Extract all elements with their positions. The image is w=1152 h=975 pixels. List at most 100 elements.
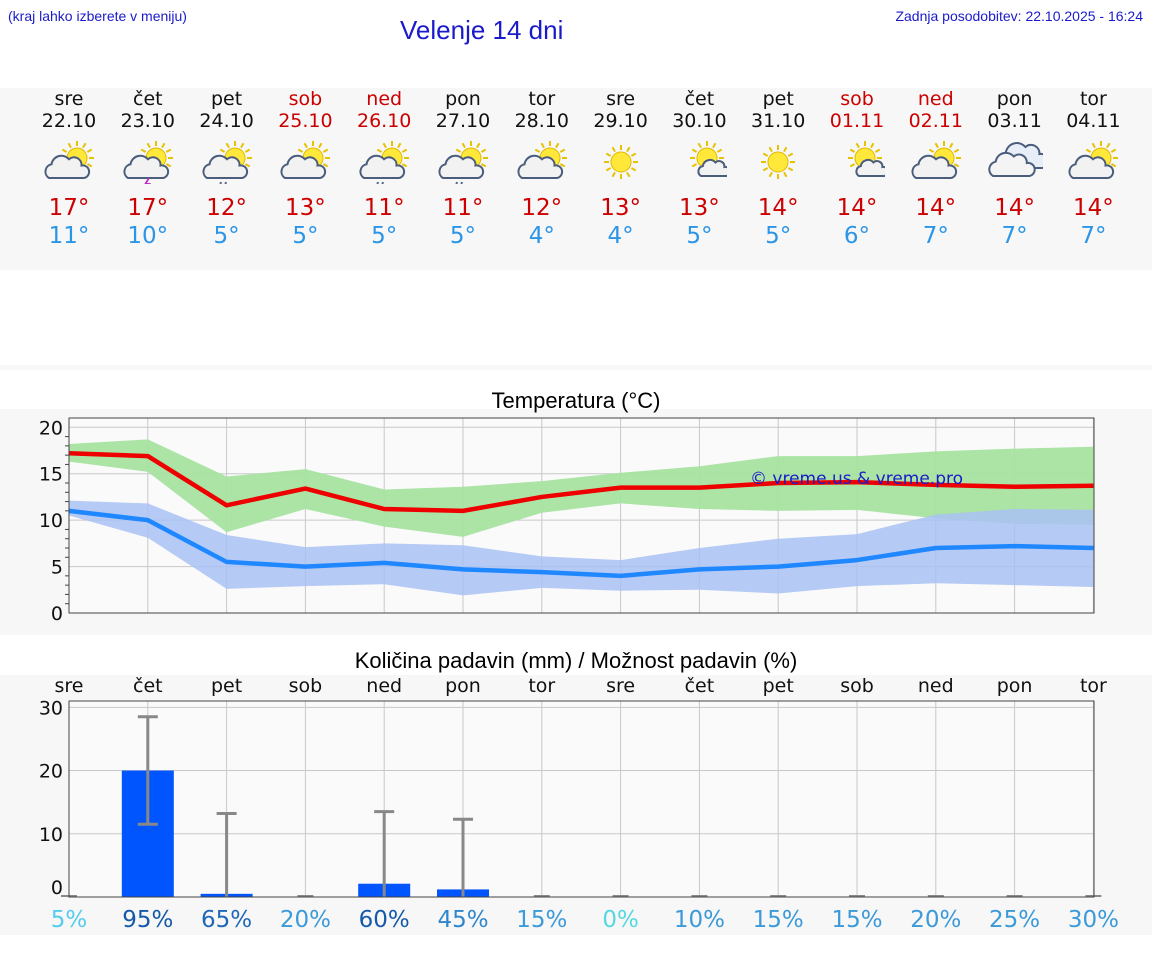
day-column: pon 03.11 14° 7° bbox=[975, 88, 1054, 250]
day-name: čet bbox=[133, 88, 163, 110]
day-label: pon bbox=[997, 675, 1033, 697]
day-date: 03.11 bbox=[987, 110, 1042, 132]
day-label: tor bbox=[1080, 675, 1107, 697]
min-temperature: 5° bbox=[213, 223, 240, 249]
day-name: čet bbox=[684, 88, 715, 110]
precipitation-probability: 15% bbox=[753, 907, 804, 933]
day-name: pet bbox=[762, 88, 794, 110]
divider bbox=[0, 365, 1152, 370]
max-temperature: 14° bbox=[915, 195, 957, 221]
min-temperature: 5° bbox=[765, 223, 792, 249]
min-temperature: 5° bbox=[371, 223, 398, 249]
precipitation-probability: 0% bbox=[602, 907, 639, 933]
day-date: 22.10 bbox=[41, 110, 97, 132]
day-column: tor 04.11 14° 7° bbox=[1054, 88, 1133, 250]
y-tick-label: 0 bbox=[51, 603, 63, 625]
day-label: čet bbox=[133, 675, 163, 697]
day-label: pon bbox=[445, 675, 481, 697]
min-temperature-line bbox=[68, 508, 1094, 579]
plot-area bbox=[69, 701, 1094, 897]
day-column: sre 29.10 13° 4° bbox=[581, 88, 660, 250]
day-date: 27.10 bbox=[435, 110, 491, 132]
max-temperature: 11° bbox=[442, 195, 484, 221]
y-tick-label: 0 bbox=[51, 877, 63, 899]
min-temperature: 10° bbox=[127, 223, 169, 249]
sun-icon bbox=[761, 145, 796, 179]
y-tick-label: 10 bbox=[39, 824, 63, 846]
precipitation-probability: 15% bbox=[831, 907, 882, 933]
temperature-chart: 0 5 10 15 20 © vreme.us & vreme.pro bbox=[39, 417, 1095, 625]
max-temperature: 13° bbox=[285, 195, 326, 221]
cloudy-icon bbox=[987, 142, 1043, 177]
day-label: ned bbox=[918, 675, 954, 697]
plot-frame bbox=[68, 700, 1095, 898]
max-temperature: 17° bbox=[48, 195, 90, 221]
rain-sun-icon bbox=[202, 141, 252, 184]
day-column: pet 24.10 12° 5° bbox=[187, 88, 266, 250]
partly-cloudy-sun-icon bbox=[517, 141, 567, 179]
day-name: sob bbox=[840, 88, 874, 110]
day-date: 26.10 bbox=[356, 110, 412, 132]
day-name: tor bbox=[1079, 88, 1107, 110]
max-temperature: 13° bbox=[600, 195, 641, 221]
precipitation-probability: 30% bbox=[1068, 907, 1119, 933]
daily-forecast: sre 22.10 17° 11° čet 23.10 17° 10° pet 24.10 12° 5… bbox=[0, 88, 1152, 270]
precipitation-chart: sre čet pet sob ned pon tor sre čet pet sob ned pon t… bbox=[39, 675, 1119, 933]
min-temperature: 5° bbox=[449, 223, 477, 249]
day-label: pet bbox=[763, 675, 794, 697]
max-temperature: 17° bbox=[127, 195, 169, 221]
min-temperature: 4° bbox=[607, 223, 634, 249]
day-label: tor bbox=[528, 675, 555, 697]
day-column: sob 01.11 14° 6° bbox=[818, 88, 897, 250]
max-temperature: 14° bbox=[836, 195, 878, 221]
precipitation-probability: 65% bbox=[201, 907, 252, 933]
day-label: ned bbox=[366, 675, 402, 697]
sun-small-cloud-icon bbox=[848, 141, 885, 177]
min-temperature: 5° bbox=[292, 223, 319, 249]
temperature-chart-title: Temperatura (°C) bbox=[491, 388, 661, 413]
partly-cloudy-sun-icon bbox=[280, 141, 331, 179]
day-column: čet 30.10 13° 5° bbox=[660, 88, 739, 250]
min-temperature: 4° bbox=[528, 223, 555, 249]
min-temperature: 11° bbox=[48, 223, 90, 249]
day-date: 28.10 bbox=[514, 110, 569, 132]
day-date: 24.10 bbox=[199, 110, 254, 132]
min-temperature: 5° bbox=[686, 223, 713, 249]
precipitation-probability: 10% bbox=[674, 907, 725, 933]
day-label: sre bbox=[606, 675, 635, 697]
precipitation-probability: 20% bbox=[280, 907, 331, 933]
partly-cloudy-sun-icon bbox=[911, 141, 961, 179]
day-column: čet 23.10 17° 10° bbox=[108, 88, 187, 250]
day-date: 23.10 bbox=[120, 110, 175, 132]
day-name: sre bbox=[606, 88, 636, 110]
partly-cloudy-sun-icon bbox=[1068, 141, 1119, 179]
y-tick-label: 20 bbox=[39, 417, 63, 439]
day-date: 04.11 bbox=[1066, 110, 1121, 132]
precipitation-probability: 5% bbox=[51, 907, 88, 933]
sun-icon bbox=[603, 145, 638, 179]
day-date: 25.10 bbox=[278, 110, 333, 132]
precipitation-probability: 20% bbox=[910, 907, 961, 933]
day-name: sre bbox=[54, 88, 84, 110]
day-name: ned bbox=[917, 88, 954, 110]
last-updated: Zadnja posodobitev: 22.10.2025 - 16:24 bbox=[895, 8, 1143, 24]
day-label: sob bbox=[840, 675, 874, 697]
min-temperature: 7° bbox=[922, 223, 949, 249]
precipitation-probability: 15% bbox=[516, 907, 567, 933]
min-temperature: 7° bbox=[1001, 223, 1028, 249]
partly-cloudy-sun-icon bbox=[44, 141, 94, 179]
max-temperature: 13° bbox=[679, 195, 720, 221]
day-column: sre 22.10 17° 11° bbox=[30, 88, 109, 250]
rain-sun-icon bbox=[438, 141, 488, 184]
min-temperature-band bbox=[69, 500, 1094, 596]
min-temperature: 7° bbox=[1080, 223, 1107, 249]
precipitation-chart-title: Količina padavin (mm) / Možnost padavin … bbox=[354, 648, 798, 673]
max-temperature: 12° bbox=[206, 195, 247, 221]
day-label: sre bbox=[55, 675, 84, 697]
watermark: © vreme.us & vreme.pro bbox=[750, 469, 963, 489]
max-temperature-line bbox=[68, 451, 1094, 514]
day-name: ned bbox=[366, 88, 403, 110]
day-date: 29.10 bbox=[593, 110, 648, 132]
day-label: sob bbox=[289, 675, 323, 697]
precipitation-probability: 95% bbox=[122, 907, 173, 933]
